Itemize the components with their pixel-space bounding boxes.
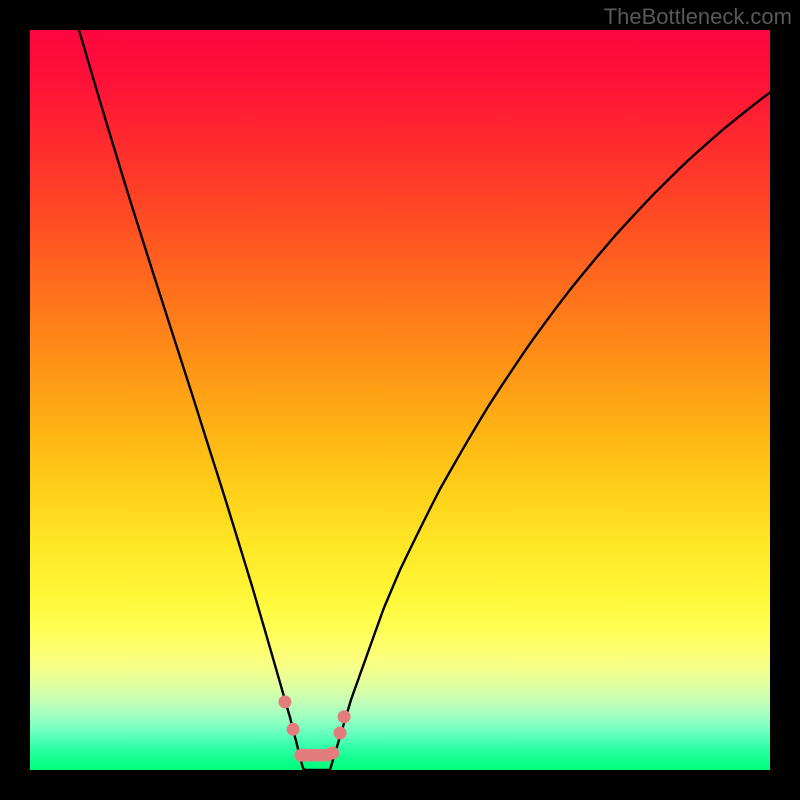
chart-svg (30, 30, 770, 770)
gradient-background (30, 30, 770, 770)
fit-marker (327, 747, 339, 759)
plot-area (30, 30, 770, 770)
fit-marker (279, 696, 291, 708)
fit-marker (334, 727, 346, 739)
fit-marker (287, 723, 299, 735)
chart-container: TheBottleneck.com (0, 0, 800, 800)
fit-marker (338, 711, 350, 723)
watermark-text: TheBottleneck.com (604, 4, 792, 30)
